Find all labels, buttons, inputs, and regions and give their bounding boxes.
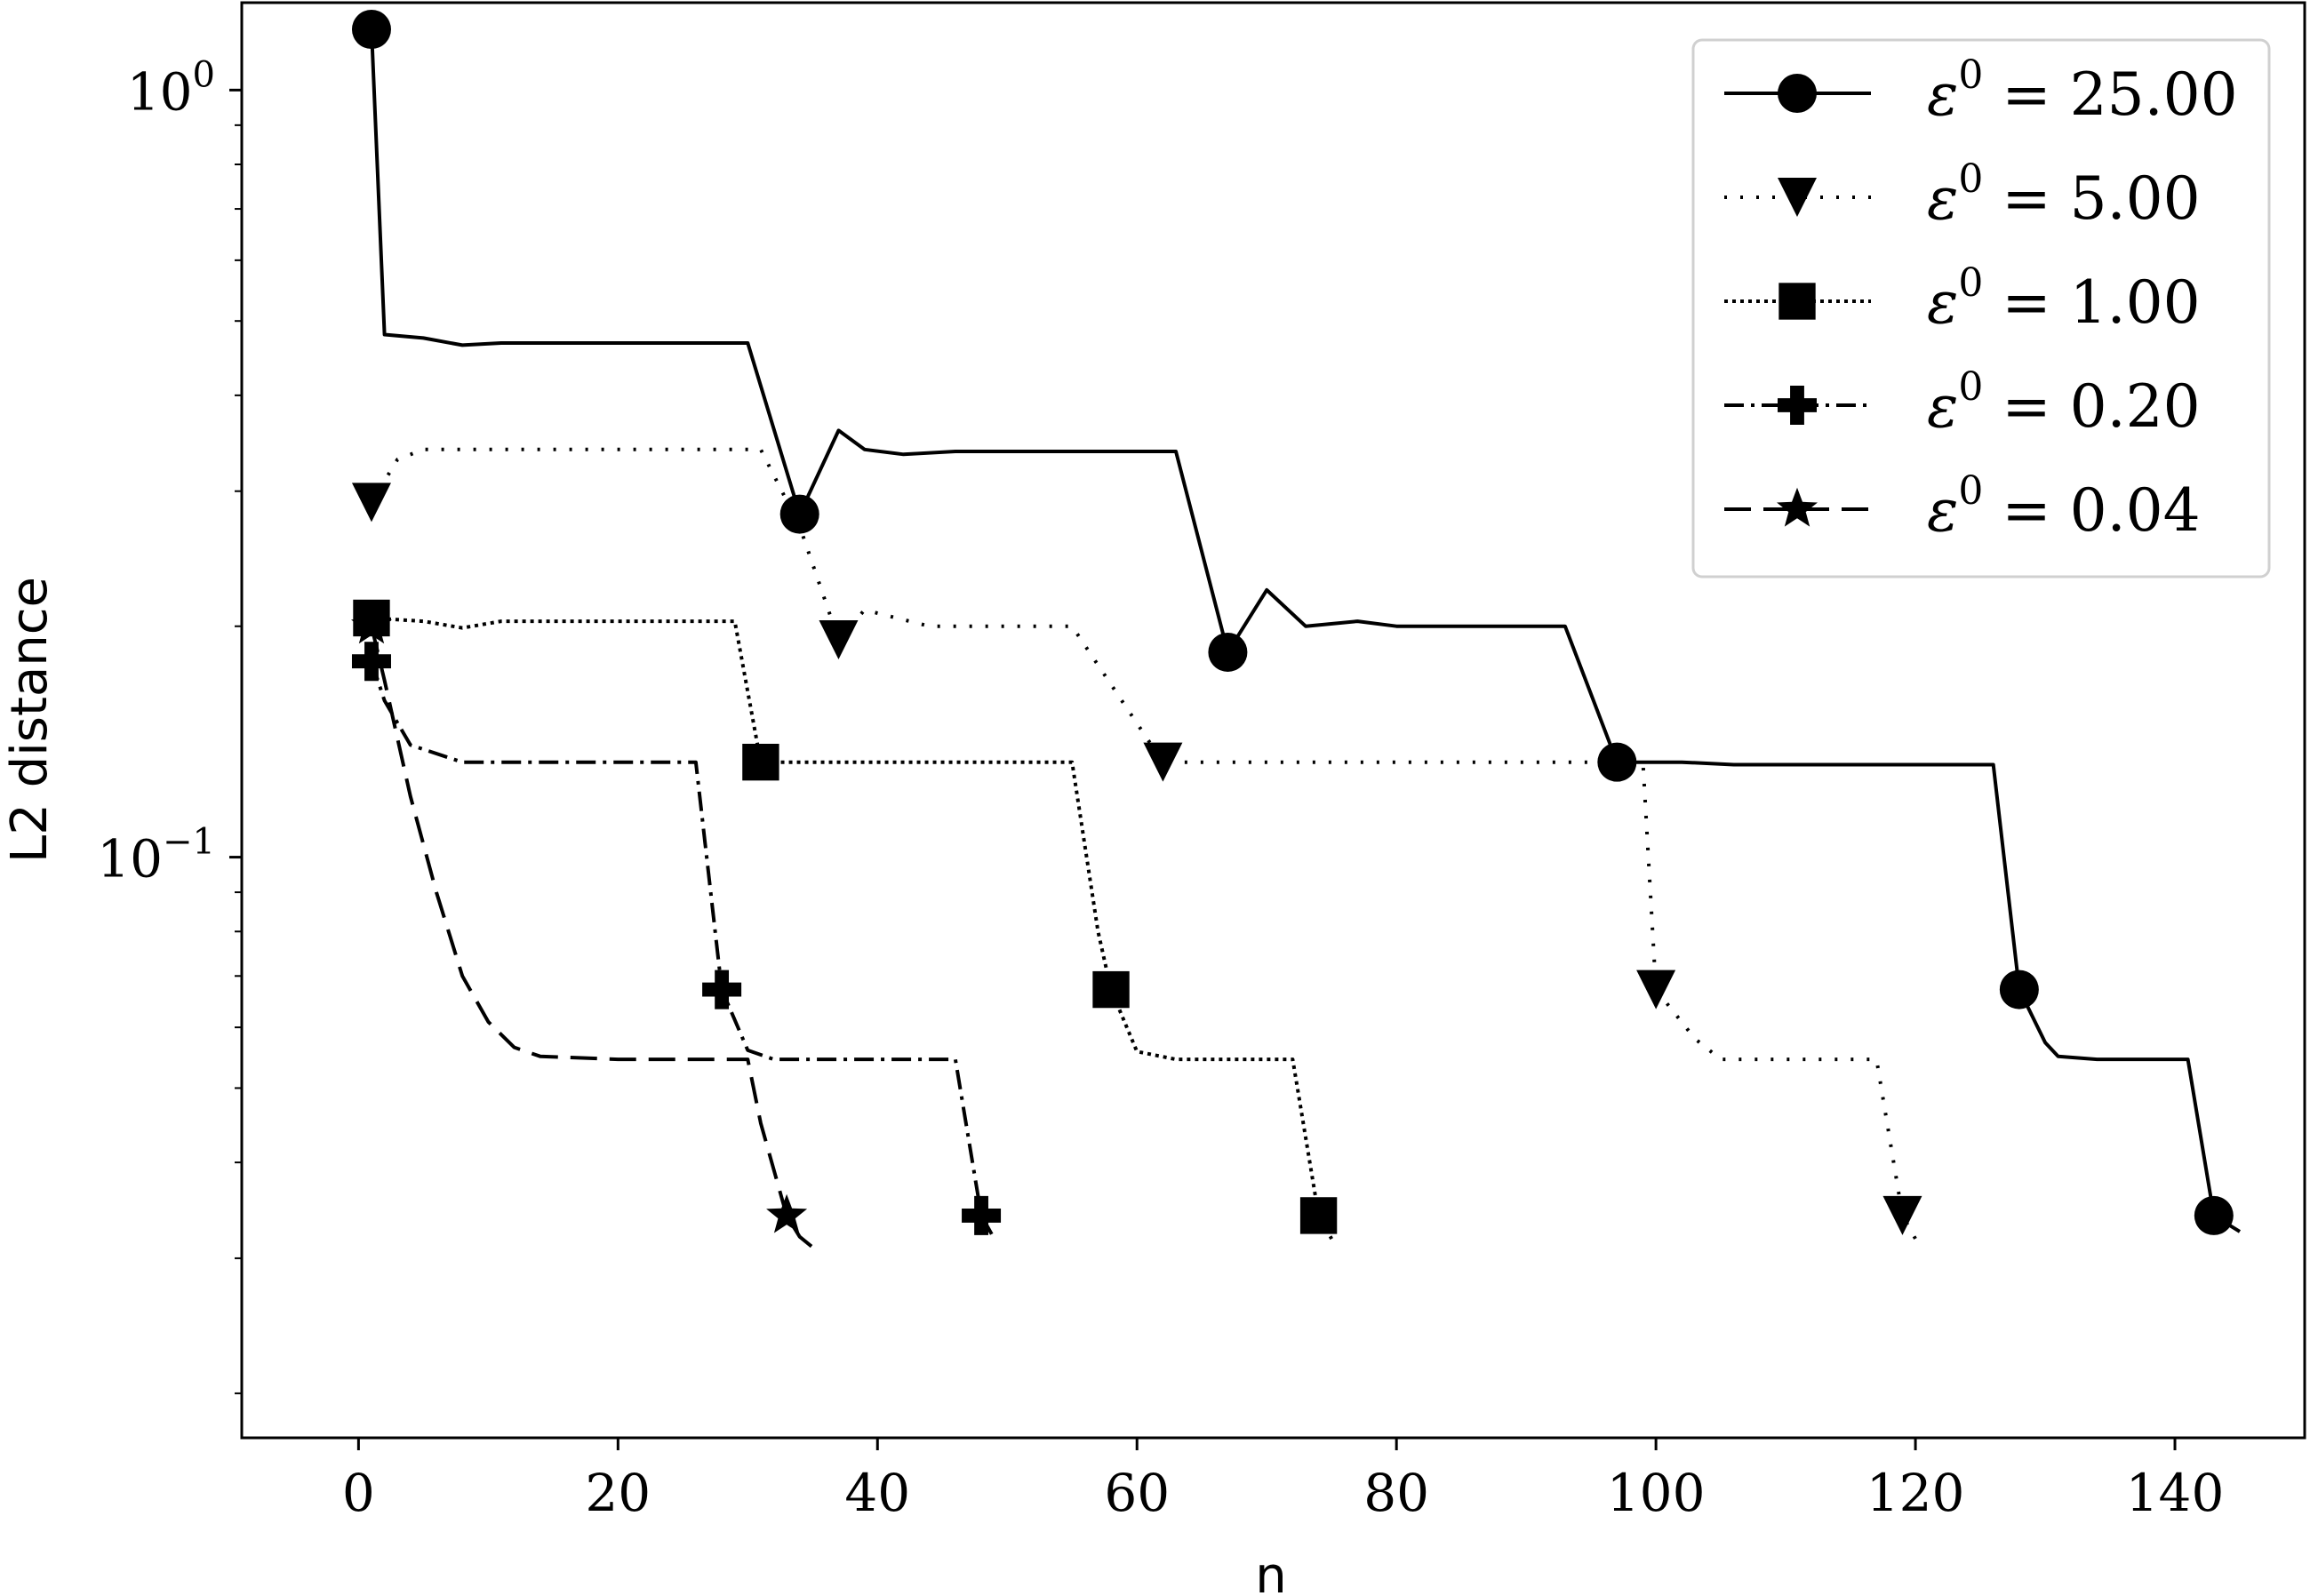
series-3-line <box>371 616 1333 1241</box>
series-5-marker-1 <box>351 604 392 644</box>
series-2 <box>351 447 1922 1241</box>
series-2-marker-2 <box>819 620 859 660</box>
legend-label-5: ε0 = 0.04 <box>1927 468 2201 545</box>
series-1-marker-3 <box>1208 632 1248 672</box>
x-tick-label-5: 80 <box>1363 1463 1429 1523</box>
legend-marker-2 <box>1778 178 1817 217</box>
legend-marker-5 <box>1777 487 1818 527</box>
series-2-marker-5 <box>1882 1195 1922 1235</box>
legend-marker-3 <box>1778 283 1816 320</box>
series-2-marker-4 <box>1636 970 1676 1009</box>
legend-label-3: ε0 = 1.00 <box>1927 260 2201 337</box>
series-5-line <box>370 626 814 1249</box>
series-3-marker-2 <box>742 743 779 781</box>
series-4-marker-3 <box>962 1195 1002 1235</box>
series-1-marker-1 <box>351 10 391 50</box>
x-tick-label-7: 120 <box>1866 1463 1965 1523</box>
series-5 <box>351 604 814 1249</box>
series-4-marker-1 <box>351 642 391 682</box>
legend-label-4: ε0 = 0.20 <box>1927 364 2201 441</box>
series-3 <box>353 599 1338 1241</box>
series-1-marker-5 <box>1999 970 2039 1009</box>
series-2-marker-1 <box>351 483 391 523</box>
series-4 <box>351 642 1002 1241</box>
y-axis-label: L2 distance <box>1 577 59 863</box>
series-3-marker-3 <box>1092 970 1130 1009</box>
legend-marker-1 <box>1778 74 1817 113</box>
series-1-line <box>370 28 2242 1233</box>
x-tick-label-8: 140 <box>2126 1463 2225 1523</box>
series-5-marker-2 <box>766 1193 808 1233</box>
series-1-marker-2 <box>779 494 819 534</box>
legend-marker-4 <box>1778 386 1817 425</box>
series-4-marker-2 <box>702 970 742 1009</box>
y-tick-label-2: 10−1 <box>97 822 215 890</box>
series-4-line <box>370 660 996 1241</box>
legend: ε0 = 25.00 ε0 = 5.00 ε0 = 1.00 ε0 = 0.20 ε0 … <box>1691 38 2271 579</box>
legend-label-1: ε0 = 25.00 <box>1927 52 2238 129</box>
axes-layer: 0 20 40 60 80 100 120 140 100 10−1 <box>97 54 2224 1523</box>
x-tick-label-1: 0 <box>342 1463 375 1523</box>
series-2-line <box>370 447 1917 1241</box>
series-3-marker-4 <box>1299 1197 1338 1234</box>
x-tick-label-4: 60 <box>1104 1463 1170 1523</box>
y-tick-label-1: 100 <box>127 54 215 122</box>
series-1 <box>351 10 2242 1235</box>
legend-frame <box>1691 38 2271 579</box>
plot-frame <box>240 1 2306 1440</box>
series-1-marker-6 <box>2194 1195 2234 1235</box>
x-axis-label: n <box>1255 1547 1287 1596</box>
x-tick-label-2: 20 <box>585 1463 651 1523</box>
legend-label-2: ε0 = 5.00 <box>1927 156 2201 233</box>
series-2-marker-3 <box>1143 742 1183 782</box>
x-tick-label-3: 40 <box>844 1463 910 1523</box>
series-layer <box>351 10 2242 1249</box>
x-tick-label-6: 100 <box>1607 1463 1706 1523</box>
